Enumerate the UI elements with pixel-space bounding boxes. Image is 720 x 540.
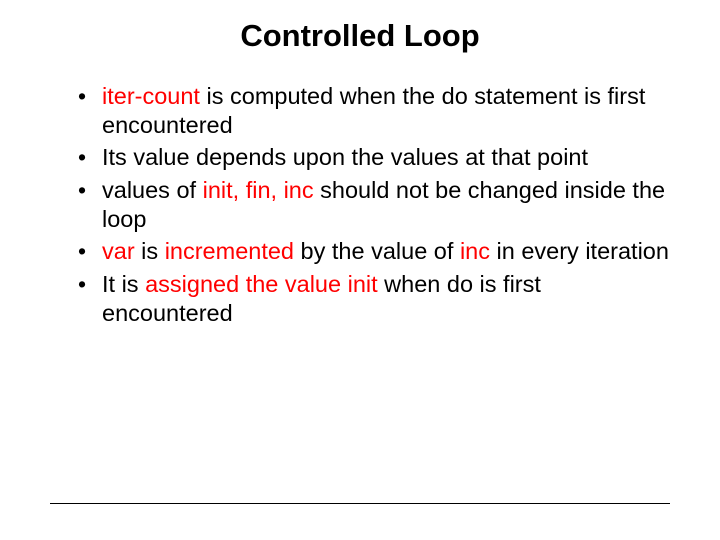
bullet-item: values of init, fin, inc should not be c… — [78, 176, 670, 233]
horizontal-rule — [50, 503, 670, 504]
bullet-item: It is assigned the value init when do is… — [78, 270, 670, 327]
slide: Controlled Loop iter-count is computed w… — [0, 0, 720, 540]
keyword-text: var — [102, 238, 135, 264]
body-text: Its value depends upon the values at tha… — [102, 144, 588, 170]
bullet-item: Its value depends upon the values at tha… — [78, 143, 670, 172]
bullet-list: iter-count is computed when the do state… — [50, 82, 670, 327]
keyword-text: assigned the value init — [145, 271, 378, 297]
bullet-item: var is incremented by the value of inc i… — [78, 237, 670, 266]
body-text: is — [135, 238, 165, 264]
body-text: It is — [102, 271, 145, 297]
keyword-text: inc — [460, 238, 490, 264]
keyword-text: init, fin, inc — [203, 177, 314, 203]
body-text: by the value of — [294, 238, 460, 264]
keyword-text: iter-count — [102, 83, 200, 109]
bullet-item: iter-count is computed when the do state… — [78, 82, 670, 139]
body-text: values of — [102, 177, 203, 203]
body-text: in every iteration — [490, 238, 669, 264]
keyword-text: incremented — [165, 238, 294, 264]
slide-title: Controlled Loop — [50, 18, 670, 54]
